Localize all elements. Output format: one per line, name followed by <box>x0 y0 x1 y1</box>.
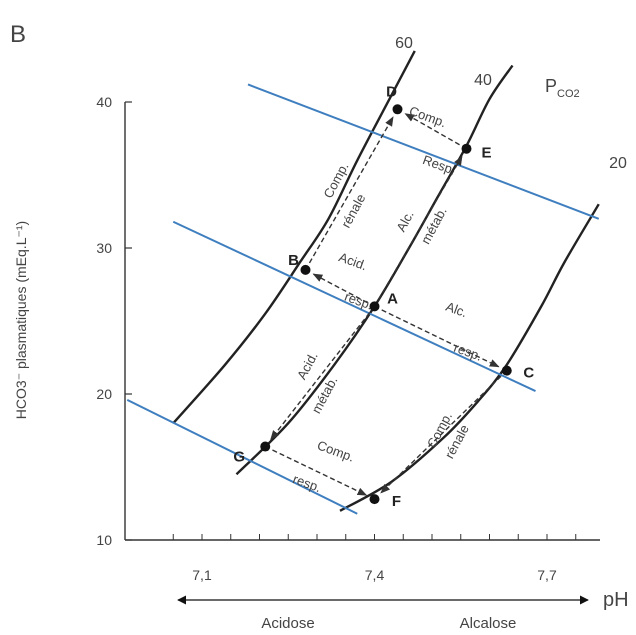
point-G <box>260 441 271 452</box>
compensation-line-3 <box>126 398 358 515</box>
pco2-label: PCO2 <box>545 76 580 100</box>
point-B <box>300 264 311 275</box>
point-label-C: C <box>523 365 534 382</box>
compensation-line-2 <box>172 220 536 392</box>
annotation: Comp. <box>315 437 356 464</box>
alcalose-label: Alcalose <box>460 615 517 632</box>
annotation: Acid. <box>294 349 321 382</box>
point-label-D: D <box>386 83 397 100</box>
panel-label: B <box>10 21 26 48</box>
arrow-A-B <box>312 273 368 304</box>
point-D <box>392 104 403 115</box>
x-axis-label: pH <box>603 589 629 611</box>
point-label-B: B <box>288 252 299 269</box>
point-label-F: F <box>392 493 401 510</box>
point-F <box>369 494 380 505</box>
annotation: Alc. <box>393 208 416 234</box>
isobar-label-20: 20 <box>609 155 627 172</box>
axis-ticks: 10 20 30 40 7,1 7,4 7,7 <box>96 94 577 583</box>
isobar-label-60: 60 <box>395 35 413 52</box>
arrow-A-G <box>270 312 371 441</box>
annotation: Alc. <box>444 299 469 321</box>
x-tick-label: 7,4 <box>365 567 385 583</box>
transition-arrows <box>270 113 502 496</box>
point-label-G: G <box>233 449 245 466</box>
arrow-A-C <box>381 309 500 368</box>
arrow-G-F <box>272 449 368 496</box>
y-tick-label: 10 <box>96 532 112 548</box>
point-A <box>369 301 380 312</box>
x-tick-label: 7,1 <box>192 567 212 583</box>
arrow-C-F <box>380 375 502 494</box>
point-E <box>461 143 472 154</box>
annotation: Resp. <box>421 152 458 178</box>
annotation: resp. <box>291 471 323 495</box>
compensation-line-1 <box>247 83 600 220</box>
point-label-A: A <box>387 290 398 307</box>
y-tick-label: 30 <box>96 240 112 256</box>
y-tick-label: 40 <box>96 94 112 110</box>
acidose-label: Acidose <box>261 615 314 632</box>
arrow-E-D <box>404 113 460 146</box>
isobar-60 <box>172 50 416 424</box>
annotation: métab. <box>309 374 341 416</box>
isobar-label-40: 40 <box>474 72 492 89</box>
point-label-E: E <box>481 145 491 162</box>
annotation: rénale <box>338 191 368 230</box>
arrow-A-E <box>377 155 463 300</box>
x-tick-label: 7,7 <box>537 567 557 583</box>
y-tick-label: 20 <box>96 386 112 402</box>
compensation-lines <box>126 83 600 515</box>
y-axis-label: HCO3⁻ plasmatiques (mEq.L⁻¹) <box>13 221 29 419</box>
point-C <box>501 365 512 376</box>
annotation: Acid. <box>337 249 369 273</box>
state-points: A B C D E F G <box>233 83 534 510</box>
arrow-B-D <box>308 116 394 264</box>
